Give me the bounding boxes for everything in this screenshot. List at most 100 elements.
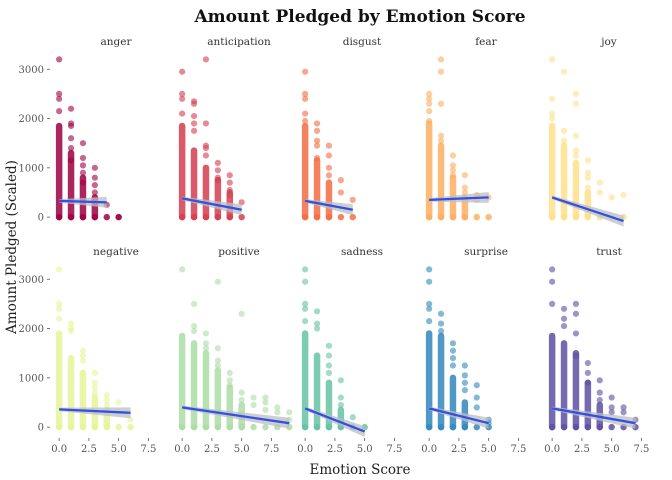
data-point xyxy=(91,369,98,377)
data-point xyxy=(325,172,333,179)
data-point xyxy=(214,159,221,167)
y-tick-label: 0 xyxy=(38,213,44,224)
data-point xyxy=(473,404,480,411)
data-point xyxy=(584,169,591,176)
trend-line xyxy=(551,407,636,425)
x-tick-label: 0.0 xyxy=(297,444,313,455)
data-point xyxy=(238,310,245,317)
y-axis-title: Amount Pledged (Scaled) xyxy=(4,160,20,335)
facet-panel-joy: joy xyxy=(548,36,627,227)
trend-line xyxy=(429,196,489,202)
data-point xyxy=(91,174,98,181)
data-point xyxy=(56,90,63,97)
data-point xyxy=(115,214,122,221)
data-point xyxy=(178,213,186,221)
data-point xyxy=(437,100,445,107)
data-point xyxy=(426,300,433,307)
data-point xyxy=(560,137,568,144)
data-point xyxy=(437,68,445,75)
data-point xyxy=(608,194,615,201)
data-point xyxy=(572,310,580,317)
data-point xyxy=(426,95,433,102)
data-point xyxy=(313,325,321,332)
strip-label: negative xyxy=(93,246,139,258)
data-point xyxy=(91,181,98,189)
data-point xyxy=(79,154,87,162)
data-points xyxy=(425,266,492,431)
data-point xyxy=(202,120,210,127)
y-tick-label: 3000 xyxy=(19,275,44,286)
data-point xyxy=(548,213,556,221)
data-points xyxy=(548,266,639,431)
data-point xyxy=(179,68,186,75)
data-point xyxy=(325,352,333,359)
data-point xyxy=(549,95,556,102)
data-point xyxy=(437,132,445,139)
x-tick-label: 0.0 xyxy=(421,444,437,455)
x-tick-label: 5.0 xyxy=(604,444,620,455)
facet-panel-anger: anger 0 1000 2000 3000 xyxy=(19,36,133,224)
strip-label: trust xyxy=(596,246,622,258)
data-point xyxy=(337,394,344,401)
strip-label: sadness xyxy=(341,246,383,258)
data-point xyxy=(79,140,87,147)
trend-line xyxy=(304,407,366,433)
data-point xyxy=(226,377,233,384)
data-point xyxy=(313,423,321,431)
data-point xyxy=(226,382,233,389)
data-point xyxy=(620,191,627,199)
data-point xyxy=(572,147,580,154)
data-point xyxy=(608,423,615,431)
x-tick-label: 5.0 xyxy=(234,444,250,455)
data-point xyxy=(179,110,186,117)
data-point xyxy=(608,404,615,411)
data-point xyxy=(302,90,309,97)
facet-panel-fear: fear xyxy=(425,36,498,221)
data-point xyxy=(584,379,591,386)
data-point xyxy=(226,369,233,377)
data-point xyxy=(91,389,98,396)
data-point xyxy=(286,409,293,416)
data-point xyxy=(584,359,591,367)
data-point xyxy=(103,401,110,409)
data-point xyxy=(202,340,210,347)
data-point xyxy=(449,152,457,159)
data-point xyxy=(67,327,75,335)
data-point xyxy=(238,213,245,221)
data-point xyxy=(461,423,469,431)
data-point xyxy=(584,174,591,181)
data-point xyxy=(103,423,110,431)
data-point xyxy=(56,56,63,63)
data-point xyxy=(584,213,592,221)
data-point xyxy=(226,423,233,431)
data-point xyxy=(485,213,492,221)
trend-line xyxy=(551,196,624,223)
data-point xyxy=(226,172,233,179)
data-points xyxy=(178,266,293,431)
y-tick-label: 2000 xyxy=(19,114,44,125)
data-point xyxy=(190,112,198,120)
y-tick-label: 2000 xyxy=(19,324,44,335)
data-point xyxy=(67,135,75,142)
data-point xyxy=(461,372,468,379)
data-points xyxy=(178,56,245,221)
data-point xyxy=(103,396,110,404)
data-point xyxy=(549,266,556,273)
facet-panel-positive: positive 0.0 2.5 5.0 7.5 xyxy=(174,246,293,455)
x-tick-label: 7.5 xyxy=(633,444,649,455)
data-point xyxy=(56,300,63,307)
data-point xyxy=(202,330,210,337)
x-tick-label: 5.0 xyxy=(357,444,373,455)
facet-panel-sadness: sadness 0.0 2.5 5.0 7.5 xyxy=(297,246,402,455)
data-point xyxy=(226,186,233,194)
data-point xyxy=(56,108,63,115)
data-point xyxy=(473,423,480,431)
data-point xyxy=(79,352,87,359)
data-point xyxy=(426,318,433,325)
data-point xyxy=(473,213,480,221)
data-point xyxy=(91,164,98,171)
data-point xyxy=(349,196,356,203)
data-point xyxy=(549,56,556,63)
facet-panel-negative: negative 0 1000 2000 3000 0.0 2.5 5.0 7.5 xyxy=(19,246,157,455)
data-point xyxy=(449,355,457,362)
